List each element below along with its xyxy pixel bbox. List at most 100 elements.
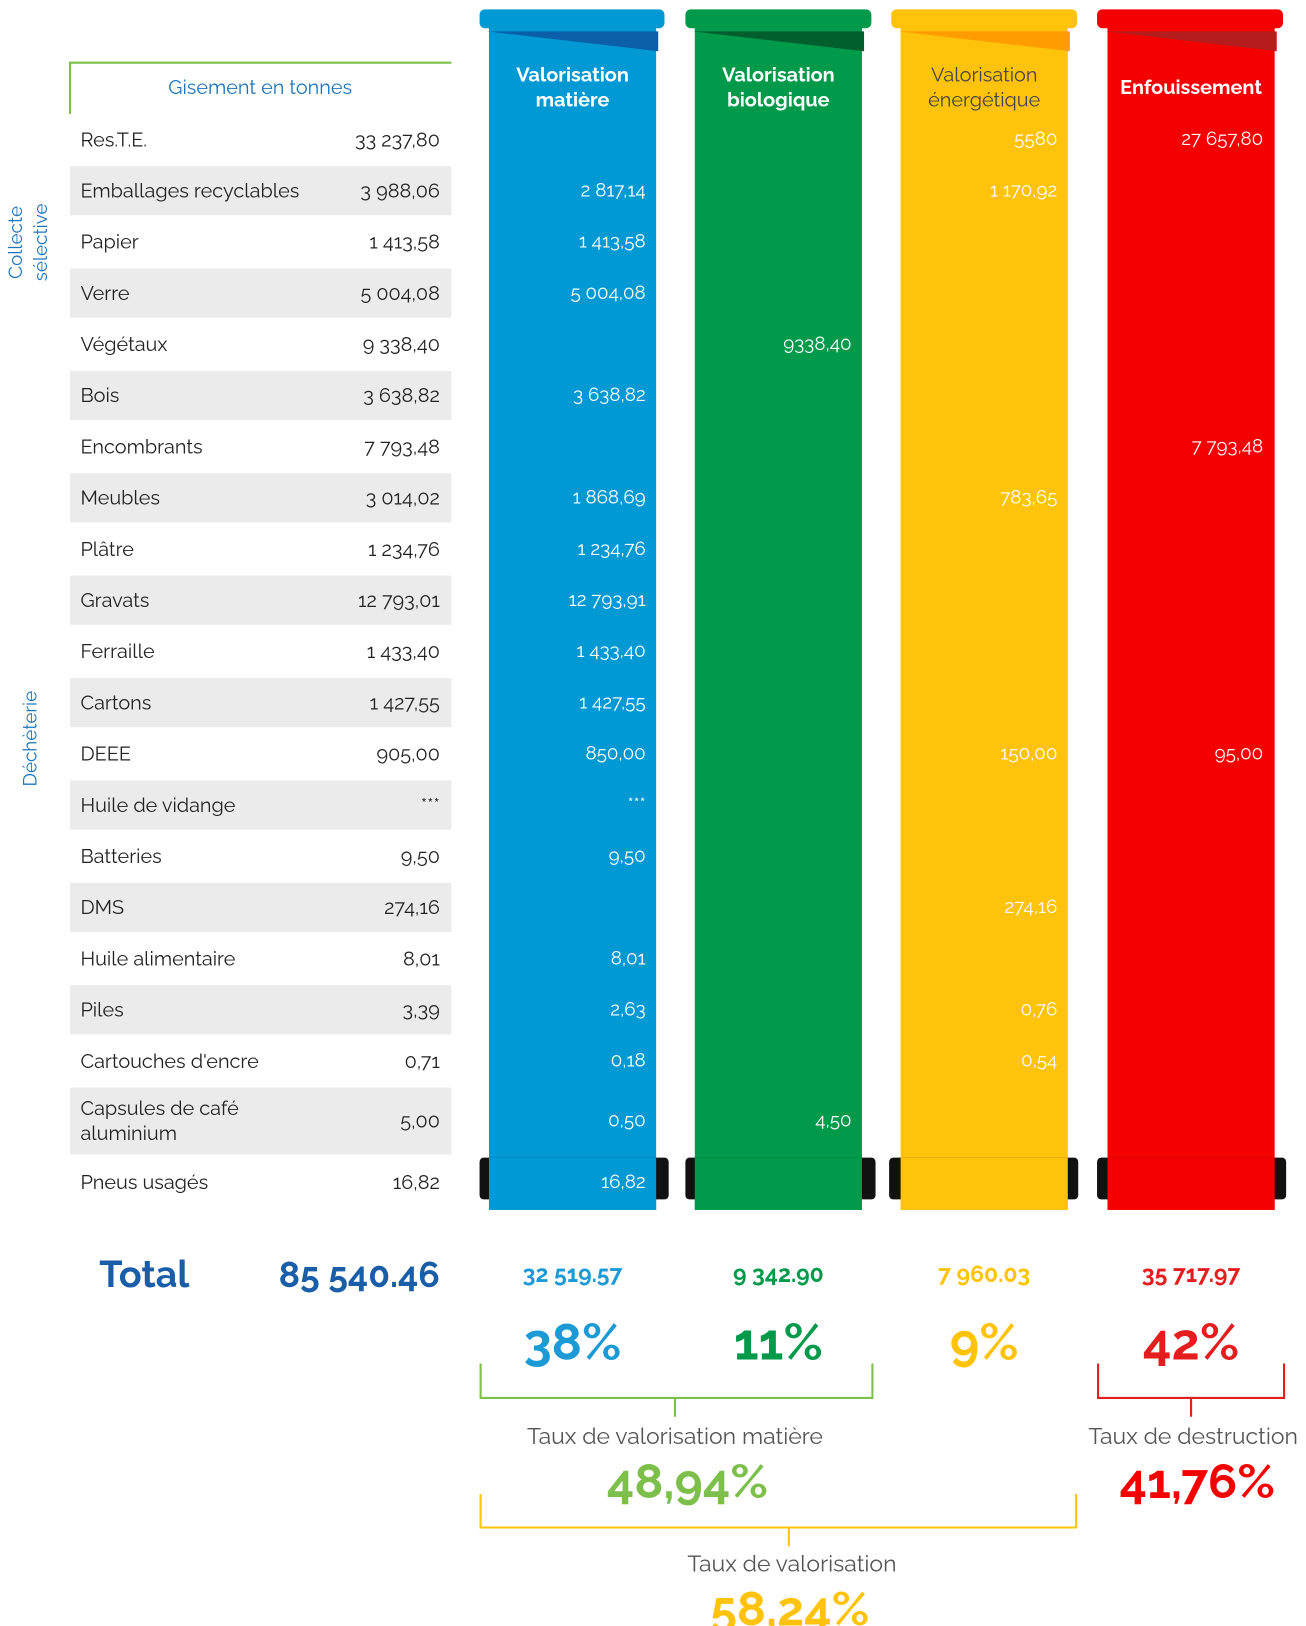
cell-value: 2 817,14 — [580, 179, 646, 202]
row-label: DEEE — [80, 742, 131, 766]
cell-value: 850,00 — [585, 742, 646, 765]
cell-value: 27 657,80 — [1181, 127, 1264, 150]
cell-value: 0,54 — [1021, 1049, 1058, 1072]
cell-value: 16,82 — [601, 1170, 646, 1193]
cell-value: 95,00 — [1214, 742, 1264, 765]
cell-value: 1 427,55 — [579, 691, 646, 714]
column-total: 7 960.03 — [938, 1261, 1031, 1289]
row-label: Bois — [80, 383, 120, 407]
cell-value: 0,50 — [608, 1109, 646, 1132]
row-label: Res.T.E. — [80, 127, 148, 151]
row-shade — [70, 780, 452, 830]
column-total: 9 342.90 — [732, 1261, 824, 1289]
column-header: Enfouissement — [1120, 76, 1262, 100]
row-label: Capsules de café aluminium — [80, 1097, 239, 1146]
cell-value: 150,00 — [1000, 742, 1058, 765]
row-total: 3 988,06 — [360, 179, 440, 203]
cell-value: 8,01 — [610, 947, 646, 970]
row-label: Verre — [80, 281, 130, 305]
row-total: 8,01 — [402, 947, 440, 971]
bin-green — [685, 9, 876, 1210]
bin-blue — [479, 9, 669, 1210]
cell-value: 2,63 — [610, 998, 646, 1021]
row-total: 3 638,82 — [363, 383, 440, 407]
row-total: 33 237,80 — [355, 127, 440, 151]
total-label: Total — [99, 1252, 190, 1297]
cell-value: 1 234,76 — [577, 537, 646, 560]
row-total: 1 433,40 — [366, 639, 440, 663]
row-total: 905,00 — [376, 742, 440, 766]
column-total: 35 717.97 — [1141, 1261, 1241, 1289]
row-total: 5,00 — [400, 1109, 440, 1133]
row-total: 5 004,08 — [360, 281, 440, 305]
cell-value: 0,18 — [610, 1049, 646, 1072]
row-total: 274,16 — [384, 895, 440, 919]
rate-label: Taux de valorisation matière — [526, 1423, 823, 1451]
row-label: Encombrants — [80, 435, 203, 459]
bracket-valorisation — [479, 1494, 1078, 1547]
row-label: Papier — [80, 230, 139, 254]
column-header: Valorisation matière — [516, 63, 629, 112]
row-total: 1 413,58 — [369, 230, 440, 254]
table-title: Gisement en tonnes — [168, 76, 353, 100]
rate-label: Taux de destruction — [1088, 1423, 1298, 1451]
row-shade — [70, 166, 452, 216]
row-total: 1 427,55 — [369, 691, 440, 715]
cell-value: 5 004,08 — [570, 281, 646, 304]
rate-value: 48,94% — [606, 1453, 769, 1510]
row-label: Meubles — [80, 486, 161, 510]
rate-label: Taux de valorisation — [687, 1550, 897, 1578]
row-total: 7 793,48 — [364, 435, 440, 459]
cell-value: 274,16 — [1004, 895, 1058, 918]
row-total: 1 234,76 — [367, 537, 440, 561]
row-label: Pneus usagés — [80, 1170, 209, 1194]
column-percent: 38% — [523, 1313, 622, 1372]
row-shade — [70, 268, 452, 318]
row-shade — [70, 1087, 452, 1155]
row-label: Huile de vidange — [80, 793, 236, 817]
column-percent: 11% — [733, 1313, 823, 1372]
row-total: 3,39 — [402, 998, 440, 1022]
bin-red — [1097, 9, 1287, 1210]
cell-value: 1 868,69 — [572, 486, 646, 509]
column-percent: 9% — [949, 1313, 1019, 1372]
group-label: Collecte sélective — [5, 203, 53, 282]
cell-value: 3 638,82 — [573, 383, 646, 406]
cell-value: 7 793,48 — [1191, 435, 1264, 458]
row-shade — [70, 985, 452, 1035]
cell-value: 1 413,58 — [578, 230, 646, 253]
rate-value: 41,76% — [1119, 1453, 1275, 1510]
column-header: Valorisation biologique — [722, 63, 835, 112]
row-total: 3 014,02 — [365, 486, 440, 510]
row-total: 0,71 — [404, 1049, 440, 1073]
row-total: 16,82 — [392, 1170, 440, 1194]
cell-value: 12 793,91 — [568, 588, 646, 611]
row-label: Huile alimentaire — [80, 947, 236, 971]
row-label: Plâtre — [80, 537, 134, 561]
cell-value: 4,50 — [815, 1109, 852, 1132]
cell-value: *** — [627, 793, 646, 816]
table-header-frame — [68, 61, 452, 114]
row-shade — [70, 473, 452, 523]
cell-value: 9,50 — [608, 844, 646, 867]
cell-value: 783,65 — [1000, 486, 1058, 509]
cell-value: 5580 — [1014, 127, 1058, 150]
row-label: DMS — [80, 895, 125, 919]
row-label: Cartouches d'encre — [80, 1049, 259, 1073]
cell-value: 1 170,92 — [989, 179, 1058, 202]
bin-yellow — [889, 9, 1079, 1210]
row-label: Ferraille — [80, 639, 155, 663]
row-label: Cartons — [80, 691, 152, 715]
row-label: Piles — [80, 998, 124, 1022]
rate-value: 58,24% — [710, 1580, 870, 1626]
total-value: 85 540.46 — [278, 1253, 440, 1296]
bracket-matiere — [479, 1363, 874, 1417]
row-shade — [70, 882, 452, 932]
cell-value: 9338,40 — [783, 332, 852, 355]
column-percent: 42% — [1142, 1313, 1240, 1372]
column-total: 32 519.57 — [522, 1261, 623, 1289]
row-total: *** — [420, 793, 440, 817]
row-total: 12 793,01 — [358, 588, 440, 612]
